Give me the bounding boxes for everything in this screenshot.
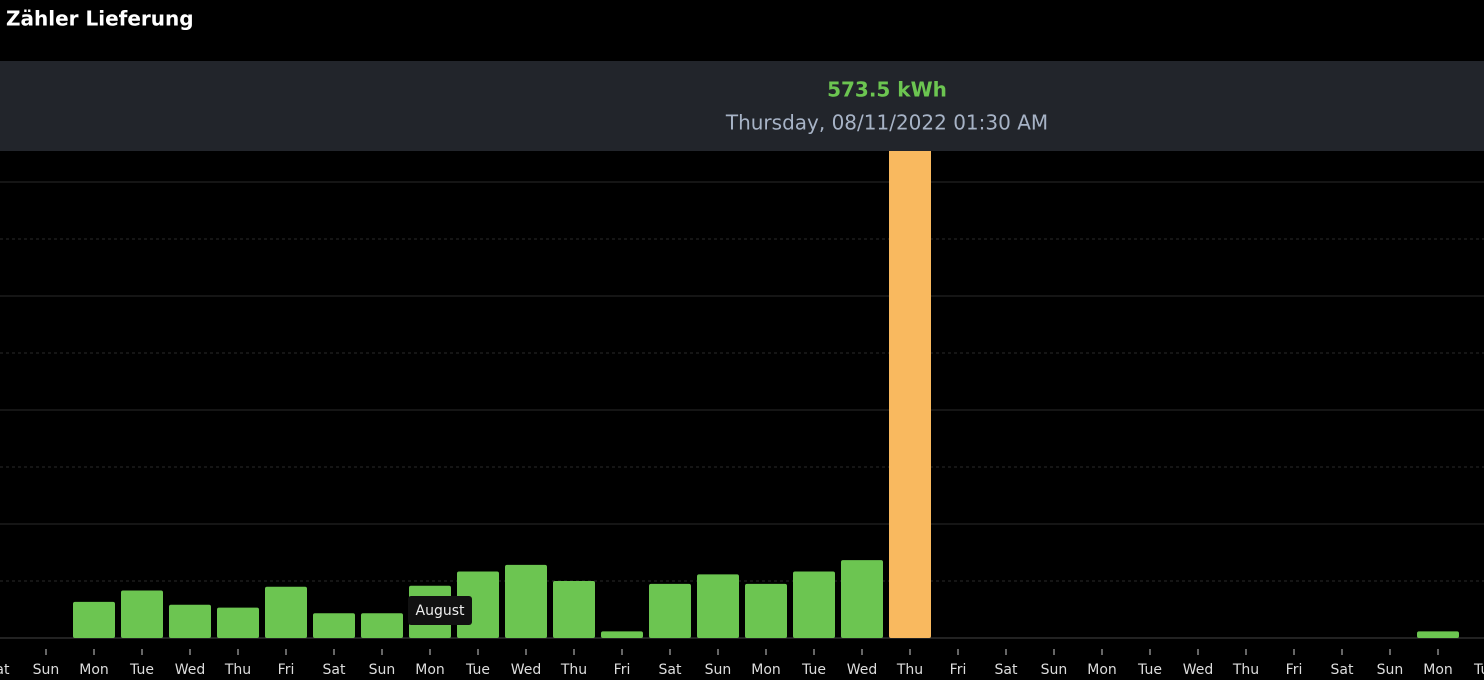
x-tick-label: Mon	[79, 662, 109, 678]
x-tick-label: Sat	[659, 662, 682, 678]
bar	[889, 93, 931, 639]
bar	[265, 586, 307, 638]
x-tick-label: Sat	[1331, 662, 1354, 678]
bar	[361, 613, 403, 638]
tooltip-value: 573.5 kWh	[827, 78, 947, 102]
x-tick-label: Sun	[1377, 662, 1404, 678]
x-tick-label: Fri	[1286, 662, 1303, 678]
bar	[313, 613, 355, 638]
bar	[169, 604, 211, 638]
x-tick-label: Sat	[995, 662, 1018, 678]
x-tick-label: Mon	[415, 662, 445, 678]
x-tick-label: Mon	[1087, 662, 1117, 678]
x-tick-label: Fri	[278, 662, 295, 678]
bar	[697, 574, 739, 638]
tooltip-date: Thursday, 08/11/2022 01:30 AM	[725, 111, 1048, 135]
bar	[553, 581, 595, 638]
annotation-box	[408, 596, 472, 625]
x-tick-label: Fri	[950, 662, 967, 678]
x-tick-label: Tue	[1137, 662, 1162, 678]
x-tick-label: Tue	[801, 662, 826, 678]
bar	[649, 583, 691, 638]
bar	[217, 607, 259, 638]
x-tick-label: Thu	[896, 662, 923, 678]
bar	[601, 631, 643, 638]
x-tick-label: Fri	[614, 662, 631, 678]
x-tick-label: Sun	[369, 662, 396, 678]
bar	[841, 560, 883, 638]
x-tick-label: Tue	[129, 662, 154, 678]
bar	[73, 601, 115, 638]
x-tick-label: Wed	[175, 662, 206, 678]
x-tick-label: Sat	[0, 662, 10, 678]
bar	[505, 564, 547, 638]
annotation: August	[416, 603, 466, 619]
x-tick-label: Tue	[1473, 662, 1484, 678]
x-tick-label: Mon	[1423, 662, 1453, 678]
x-tick-label: Wed	[1183, 662, 1214, 678]
x-tick-label: Thu	[1232, 662, 1259, 678]
x-tick-label: Sat	[323, 662, 346, 678]
x-tick-label: Thu	[560, 662, 587, 678]
x-tick-label: Sun	[705, 662, 732, 678]
x-tick-label: Thu	[224, 662, 251, 678]
panel-title: Zähler Lieferung	[6, 7, 194, 31]
x-tick-label: Tue	[465, 662, 490, 678]
x-tick-label: Sun	[33, 662, 60, 678]
x-tick-label: Wed	[847, 662, 878, 678]
tooltip-box	[0, 61, 1484, 151]
x-tick-label: Wed	[511, 662, 542, 678]
bar	[793, 571, 835, 638]
bar	[1417, 631, 1459, 638]
x-tick-label: Sun	[1041, 662, 1068, 678]
bar	[745, 583, 787, 638]
bar	[121, 590, 163, 638]
x-tick-label: Mon	[751, 662, 781, 678]
